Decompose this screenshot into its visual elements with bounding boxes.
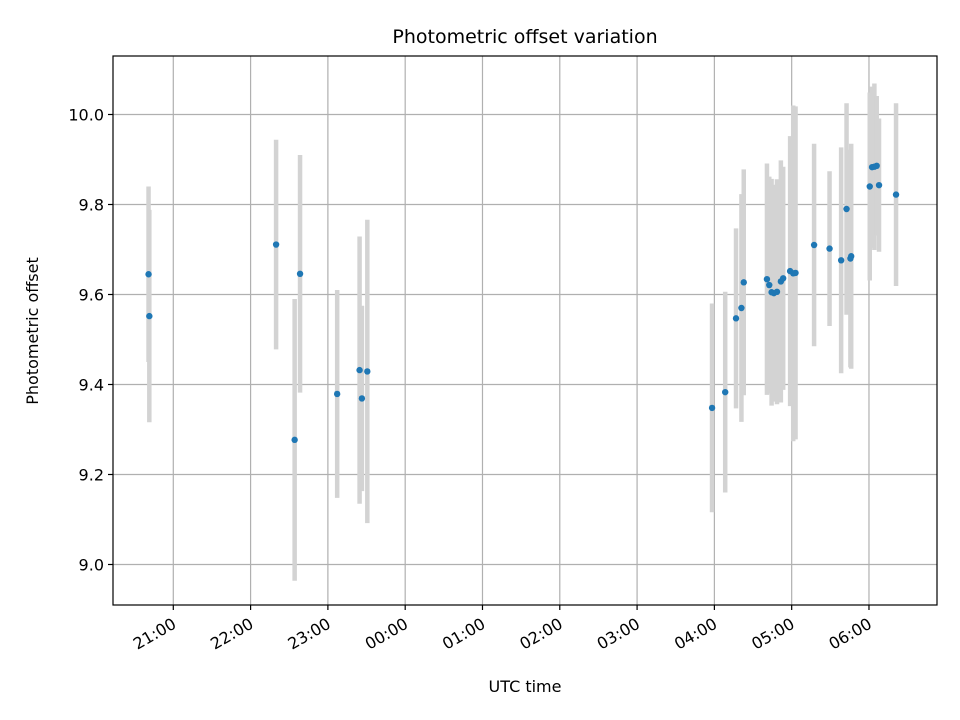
data-point [763, 276, 771, 283]
data-point [779, 275, 787, 282]
data-point [873, 162, 880, 169]
data-point [356, 366, 363, 374]
data-point [708, 404, 716, 412]
data-points [145, 162, 900, 444]
y-tick-label: 9.4 [79, 376, 104, 395]
y-axis-label: Photometric offset [23, 257, 42, 405]
y-axis-ticks: 9.0 9.2 9.4 9.6 9.8 10.0 [68, 106, 113, 575]
data-point [843, 205, 850, 213]
data-point [766, 281, 773, 289]
data-point [291, 436, 298, 444]
y-tick-label: 9.0 [79, 556, 104, 575]
data-point [364, 368, 371, 375]
data-point [773, 288, 781, 295]
data-point [792, 269, 799, 277]
data-point [272, 241, 280, 248]
data-point [145, 271, 152, 278]
grid-lines [113, 56, 937, 605]
data-point [847, 253, 855, 260]
data-point [146, 312, 153, 320]
data-point [866, 183, 873, 190]
y-tick-label: 9.2 [79, 466, 104, 485]
y-tick-label: 9.6 [79, 286, 104, 305]
data-point [892, 191, 900, 198]
data-point [875, 181, 883, 189]
data-point [722, 388, 729, 396]
data-point [296, 270, 304, 277]
data-point [358, 395, 366, 402]
y-tick-label: 10.0 [68, 106, 104, 125]
chart-title: Photometric offset variation [392, 26, 657, 48]
y-tick-label: 9.8 [79, 196, 104, 215]
data-point [810, 241, 818, 249]
data-point [738, 304, 745, 312]
data-point [826, 245, 833, 252]
data-point [333, 390, 341, 398]
plot-frame [112, 55, 938, 606]
data-point [732, 315, 740, 322]
x-axis-label: UTC time [489, 677, 562, 696]
data-point [740, 279, 747, 286]
data-point [837, 257, 845, 264]
